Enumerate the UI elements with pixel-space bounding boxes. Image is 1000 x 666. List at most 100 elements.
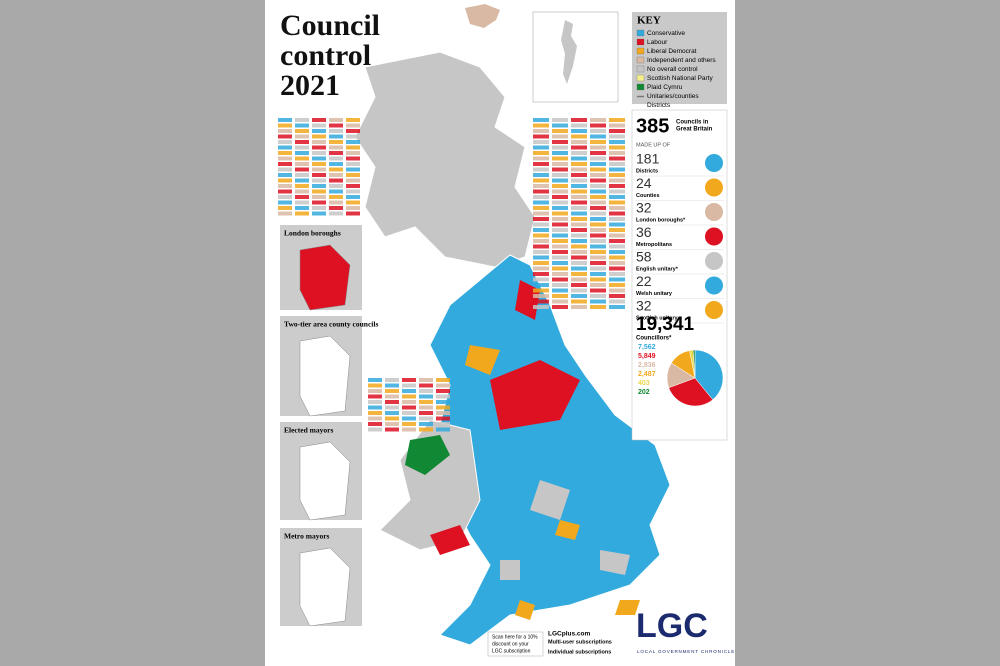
- table-cell: [346, 156, 360, 161]
- summary-count: 385: [636, 115, 669, 137]
- table-cell: [346, 123, 360, 128]
- table-cell: [329, 189, 343, 194]
- table-cell: [278, 140, 292, 144]
- table-cell: [533, 299, 549, 304]
- table-cell: [590, 217, 606, 221]
- table-cell: [533, 217, 549, 221]
- table-cell: [609, 167, 625, 172]
- table-cell: [533, 255, 549, 260]
- table-cell: [571, 228, 587, 232]
- inset-map: [299, 441, 351, 521]
- table-cell: [346, 140, 360, 144]
- table-cell: [552, 250, 568, 254]
- table-cell: [295, 162, 309, 166]
- type-pie: [705, 301, 723, 319]
- table-cell: [329, 129, 343, 133]
- map: [354, 51, 671, 646]
- shetland: [561, 20, 577, 84]
- table-cell: [278, 184, 292, 188]
- table-cell: [419, 378, 433, 382]
- table-cell: [609, 151, 625, 155]
- table-cell: [571, 118, 587, 122]
- table-cell: [368, 411, 382, 415]
- table-cell: [329, 123, 343, 128]
- councillor-count: 7,562: [638, 344, 656, 351]
- table-cell: [346, 134, 360, 139]
- table-cell: [278, 200, 292, 205]
- table-cell: [590, 206, 606, 210]
- key-swatch: [636, 56, 645, 64]
- table-cell: [385, 378, 399, 382]
- table-cell: [312, 211, 326, 216]
- table-cell: [419, 394, 433, 399]
- table-cell: [571, 162, 587, 166]
- table-cell: [552, 305, 568, 309]
- table-cell: [346, 118, 360, 122]
- table-cell: [571, 233, 587, 238]
- table-cell: [329, 173, 343, 177]
- councillor-count: 403: [638, 380, 650, 387]
- table-cell: [346, 178, 360, 183]
- table-cell: [552, 200, 568, 205]
- table-cell: [552, 272, 568, 276]
- table-cell: [609, 184, 625, 188]
- table-cell: [590, 140, 606, 144]
- table-cell: [329, 200, 343, 205]
- table-cell: [552, 211, 568, 216]
- table-cell: [590, 129, 606, 133]
- site: LGCplus.com: [548, 631, 590, 638]
- table-cell: [609, 222, 625, 227]
- orkney: [465, 4, 500, 28]
- type-label: English unitary*: [636, 266, 679, 272]
- table-cell: [329, 145, 343, 150]
- type-count: 32: [636, 200, 652, 216]
- table-cell: [346, 162, 360, 166]
- table-cell: [609, 206, 625, 210]
- table-cell: [295, 129, 309, 133]
- table-cell: [368, 394, 382, 399]
- table-cell: [436, 383, 450, 388]
- table-cell: [590, 294, 606, 298]
- table-cell: [590, 145, 606, 150]
- table-cell: [552, 228, 568, 232]
- table-cell: [533, 277, 549, 282]
- key-label: No overall control: [647, 66, 698, 73]
- title-line: Council: [280, 9, 380, 42]
- councillor-count: 202: [638, 389, 650, 396]
- table-cell: [533, 162, 549, 166]
- key-label: Conservative: [647, 30, 685, 37]
- inset-map: [299, 547, 351, 627]
- table-cell: [609, 140, 625, 144]
- table-cell: [609, 118, 625, 122]
- key-swatch: [636, 29, 645, 37]
- table-cell: [590, 299, 606, 304]
- key-label: Scottish National Party: [647, 75, 714, 82]
- table-cell: [609, 255, 625, 260]
- table-cell: [552, 233, 568, 238]
- table-cell: [552, 244, 568, 249]
- type-count: 22: [636, 273, 652, 289]
- noc-areas: [500, 480, 630, 580]
- table-cell: [346, 151, 360, 155]
- table-cell: [571, 145, 587, 150]
- made-up-of: MADE UP OF: [636, 142, 671, 148]
- table-cell: [571, 156, 587, 161]
- table-cell: [295, 134, 309, 139]
- table-cell: [419, 411, 433, 415]
- table-cell: [571, 277, 587, 282]
- table-cell: [571, 239, 587, 243]
- table-cell: [552, 123, 568, 128]
- table-cell: [368, 405, 382, 410]
- table-cell: [278, 129, 292, 133]
- table-cell: [590, 123, 606, 128]
- subscription-line: Multi-user subscriptions: [548, 639, 612, 645]
- wales: [379, 419, 481, 551]
- table-cell: [533, 305, 549, 309]
- table-cell: [402, 411, 416, 415]
- table-cell: [329, 167, 343, 172]
- table-cell: [533, 283, 549, 287]
- pie-slice: [694, 349, 724, 401]
- table-cell: [590, 211, 606, 216]
